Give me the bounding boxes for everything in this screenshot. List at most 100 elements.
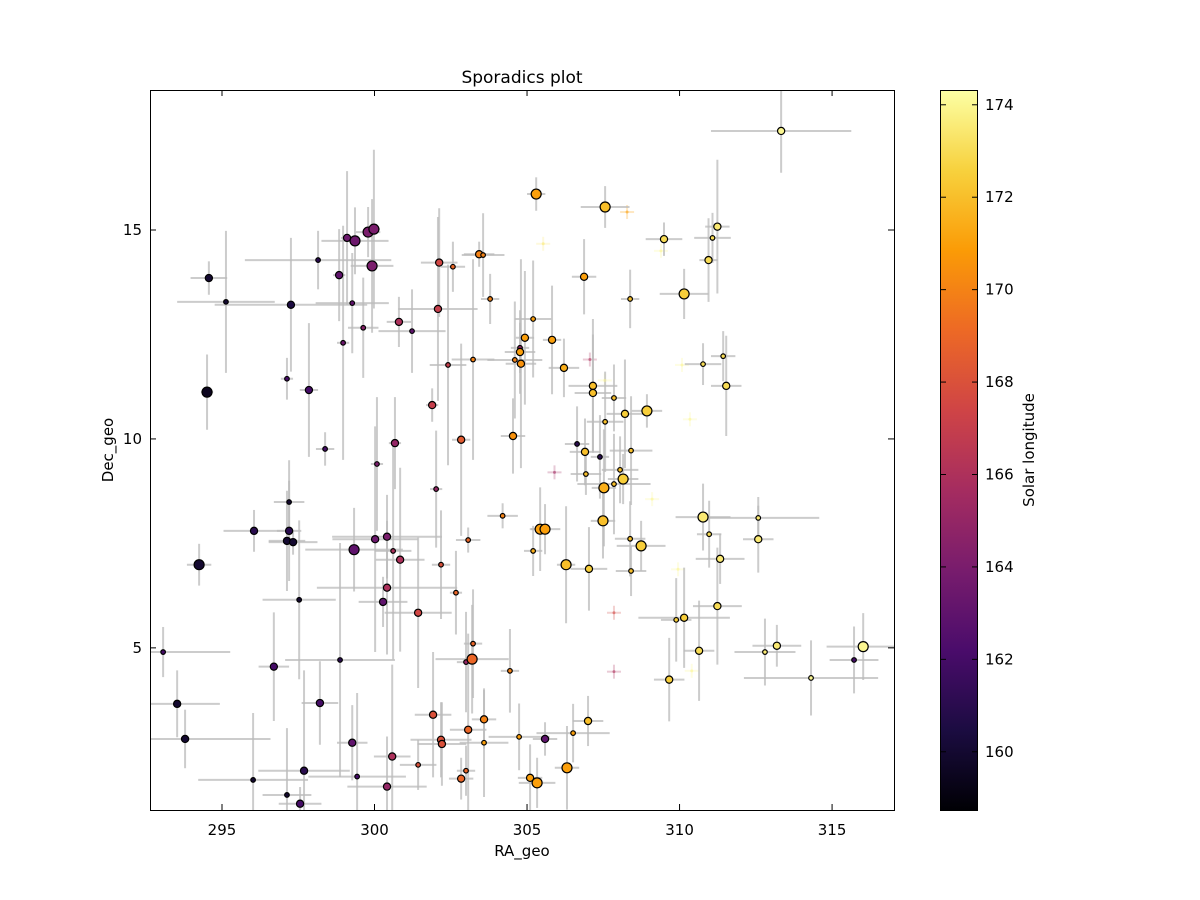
- data-point: [269, 662, 279, 671]
- data-point: [857, 641, 869, 653]
- colorbar: [940, 90, 978, 811]
- data-point: [479, 715, 489, 724]
- colorbar-label: Solar longitude: [1020, 393, 1038, 507]
- data-point: [722, 381, 731, 391]
- data-point: [772, 641, 782, 650]
- x-tick-label: 300: [360, 821, 389, 839]
- data-point: [433, 304, 443, 314]
- data-point: [463, 767, 469, 774]
- data-point: [851, 657, 857, 663]
- data-point: [709, 235, 716, 241]
- data-point: [659, 234, 669, 244]
- data-point: [450, 263, 456, 270]
- data-point: [611, 481, 617, 487]
- data-point: [160, 649, 167, 655]
- x-axis-ticks: 295 300 305 310 315: [208, 90, 847, 839]
- data-point: [428, 710, 438, 719]
- data-point: [304, 385, 314, 395]
- data-point: [382, 583, 392, 592]
- data-point: [434, 258, 444, 267]
- y-axis-ticks: 5 10 15: [123, 221, 894, 657]
- data-point: [433, 486, 440, 492]
- data-point: [516, 733, 523, 740]
- data-point: [487, 296, 494, 302]
- data-point: [570, 730, 576, 737]
- data-point: [499, 512, 506, 519]
- data-point: [539, 523, 551, 535]
- data-point: [463, 725, 473, 734]
- data-point: [348, 544, 360, 556]
- y-axis-label: Dec_geo: [99, 418, 118, 482]
- data-point: [561, 762, 573, 774]
- data-point: [547, 335, 557, 345]
- data-point: [704, 255, 713, 265]
- faint-point: [688, 417, 692, 421]
- data-point: [617, 473, 629, 485]
- data-point: [223, 298, 229, 305]
- colorbar-tick-label: 166: [985, 465, 1014, 483]
- data-point: [583, 716, 593, 726]
- data-point: [530, 188, 542, 200]
- data-point: [388, 752, 397, 761]
- data-point: [540, 734, 550, 744]
- data-point: [611, 395, 617, 401]
- data-point: [315, 257, 321, 263]
- data-point: [574, 441, 580, 447]
- data-point: [288, 537, 298, 547]
- faint-point: [625, 210, 629, 214]
- data-point: [584, 564, 594, 574]
- data-point: [628, 447, 634, 454]
- data-point: [678, 288, 690, 300]
- faint-point: [650, 497, 654, 501]
- data-point: [559, 363, 569, 373]
- data-point: [295, 799, 305, 808]
- data-point: [349, 235, 361, 247]
- data-point: [360, 324, 367, 331]
- data-point: [354, 773, 361, 780]
- data-point: [720, 353, 727, 360]
- x-tick-label: 295: [208, 821, 237, 839]
- data-point: [456, 435, 466, 444]
- data-point: [193, 559, 205, 571]
- data-point: [349, 300, 356, 307]
- colorbar-tick-label: 174: [985, 96, 1014, 114]
- data-point: [515, 347, 525, 357]
- data-point: [762, 649, 768, 655]
- faint-point: [588, 358, 592, 362]
- data-point: [201, 386, 213, 398]
- faint-point: [680, 363, 684, 367]
- faint-point: [612, 670, 616, 674]
- data-point: [516, 359, 526, 368]
- data-point: [438, 561, 444, 568]
- data-point: [415, 761, 422, 768]
- data-point: [700, 361, 706, 368]
- data-point: [395, 555, 405, 564]
- data-point: [378, 597, 388, 607]
- data-point: [284, 375, 290, 382]
- data-point: [465, 537, 472, 543]
- data-point: [530, 548, 537, 554]
- data-point: [437, 739, 447, 749]
- data-point: [390, 438, 400, 448]
- data-point: [776, 126, 786, 136]
- y-tick-label: 15: [123, 221, 142, 239]
- faint-point: [676, 567, 680, 571]
- data-point: [617, 466, 623, 473]
- data-point: [481, 739, 487, 746]
- colorbar-tick-label: 172: [985, 188, 1014, 206]
- data-point: [322, 446, 328, 452]
- data-point: [445, 362, 451, 368]
- data-points: [160, 126, 869, 808]
- data-point: [286, 300, 296, 309]
- colorbar-ticks: 160 162 164 166 168 170 172 174: [940, 96, 1014, 761]
- data-point: [286, 499, 292, 505]
- data-point: [348, 738, 357, 747]
- data-point: [664, 675, 674, 684]
- x-tick-label: 315: [818, 821, 847, 839]
- data-point: [580, 447, 590, 457]
- data-point: [340, 339, 346, 346]
- data-point: [249, 526, 259, 536]
- plot-frame: [150, 90, 895, 811]
- data-point: [284, 526, 294, 536]
- data-point: [334, 270, 344, 280]
